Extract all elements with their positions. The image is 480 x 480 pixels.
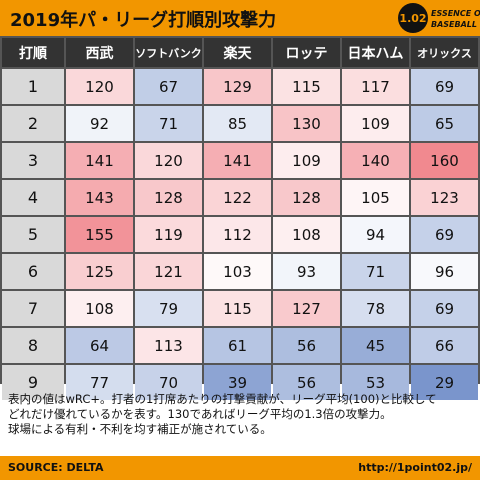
value-cell: 141 (66, 143, 133, 178)
value-cell: 123 (411, 180, 478, 215)
value-cell: 155 (66, 217, 133, 252)
column-header: 日本ハム (342, 38, 409, 67)
value-cell: 108 (66, 291, 133, 326)
value-cell: 61 (204, 328, 271, 363)
value-cell: 140 (342, 143, 409, 178)
row-label: 7 (2, 291, 64, 326)
value-cell: 120 (66, 69, 133, 104)
row-label: 4 (2, 180, 64, 215)
source-credit: SOURCE: DELTA (8, 461, 104, 474)
value-cell: 127 (273, 291, 340, 326)
value-cell: 70 (135, 365, 202, 400)
column-header: ロッテ (273, 38, 340, 67)
site-logo: 1.02 ESSENCE OF BASEBALL (398, 3, 480, 35)
value-cell: 94 (342, 217, 409, 252)
value-cell: 85 (204, 106, 271, 141)
value-cell: 65 (411, 106, 478, 141)
logo-mark: 1.02 (398, 3, 428, 33)
value-cell: 93 (273, 254, 340, 289)
value-cell: 67 (135, 69, 202, 104)
value-cell: 66 (411, 328, 478, 363)
value-cell: 122 (204, 180, 271, 215)
column-header: 楽天 (204, 38, 271, 67)
value-cell: 109 (342, 106, 409, 141)
row-label: 1 (2, 69, 64, 104)
value-cell: 77 (66, 365, 133, 400)
value-cell: 128 (273, 180, 340, 215)
value-cell: 56 (273, 365, 340, 400)
value-cell: 78 (342, 291, 409, 326)
chart-title: 2019年パ・リーグ打順別攻撃力 (10, 10, 277, 31)
row-label: 6 (2, 254, 64, 289)
wrc-table: 打順 西武 ソフトバンク 楽天 ロッテ 日本ハム オリックス 1 120 67 129 115 117 6… (0, 36, 480, 400)
value-cell: 125 (66, 254, 133, 289)
value-cell: 143 (66, 180, 133, 215)
value-cell: 112 (204, 217, 271, 252)
value-cell: 105 (342, 180, 409, 215)
value-cell: 129 (204, 69, 271, 104)
note-line-1: 表内の値はwRC+。打者の1打席あたりの打撃貢献が、リーグ平均(100)と比較し… (8, 392, 437, 406)
note-line-2: どれだけ優れているかを表す。130であればリーグ平均の1.3倍の攻撃力。 (8, 407, 392, 421)
title-bar: 2019年パ・リーグ打順別攻撃力 1.02 ESSENCE OF BASEBAL… (0, 0, 480, 36)
logo-text-line1: ESSENCE OF (431, 9, 480, 18)
value-cell: 53 (342, 365, 409, 400)
value-cell: 39 (204, 365, 271, 400)
value-cell: 117 (342, 69, 409, 104)
value-cell: 160 (411, 143, 478, 178)
row-label: 9 (2, 365, 64, 400)
value-cell: 29 (411, 365, 478, 400)
value-cell: 71 (342, 254, 409, 289)
column-header: 西武 (66, 38, 133, 67)
value-cell: 108 (273, 217, 340, 252)
explanation-note: 表内の値はwRC+。打者の1打席あたりの打撃貢献が、リーグ平均(100)と比較し… (8, 392, 474, 437)
value-cell: 103 (204, 254, 271, 289)
column-header: オリックス (411, 38, 478, 67)
value-cell: 69 (411, 291, 478, 326)
value-cell: 64 (66, 328, 133, 363)
value-cell: 96 (411, 254, 478, 289)
value-cell: 128 (135, 180, 202, 215)
logo-text-line2: BASEBALL (431, 20, 477, 29)
value-cell: 130 (273, 106, 340, 141)
value-cell: 69 (411, 69, 478, 104)
note-line-3: 球場による有利・不利を均す補正が施されている。 (8, 422, 272, 436)
value-cell: 56 (273, 328, 340, 363)
value-cell: 79 (135, 291, 202, 326)
row-label: 5 (2, 217, 64, 252)
value-cell: 120 (135, 143, 202, 178)
header-batting-order: 打順 (2, 38, 64, 67)
value-cell: 69 (411, 217, 478, 252)
row-label: 8 (2, 328, 64, 363)
footer-bar: SOURCE: DELTA http://1point02.jp/ (0, 456, 480, 480)
value-cell: 109 (273, 143, 340, 178)
row-label: 3 (2, 143, 64, 178)
value-cell: 113 (135, 328, 202, 363)
value-cell: 115 (273, 69, 340, 104)
value-cell: 119 (135, 217, 202, 252)
value-cell: 92 (66, 106, 133, 141)
value-cell: 115 (204, 291, 271, 326)
value-cell: 121 (135, 254, 202, 289)
value-cell: 71 (135, 106, 202, 141)
column-header: ソフトバンク (135, 38, 202, 67)
value-cell: 45 (342, 328, 409, 363)
value-cell: 141 (204, 143, 271, 178)
row-label: 2 (2, 106, 64, 141)
site-url: http://1point02.jp/ (358, 461, 472, 474)
